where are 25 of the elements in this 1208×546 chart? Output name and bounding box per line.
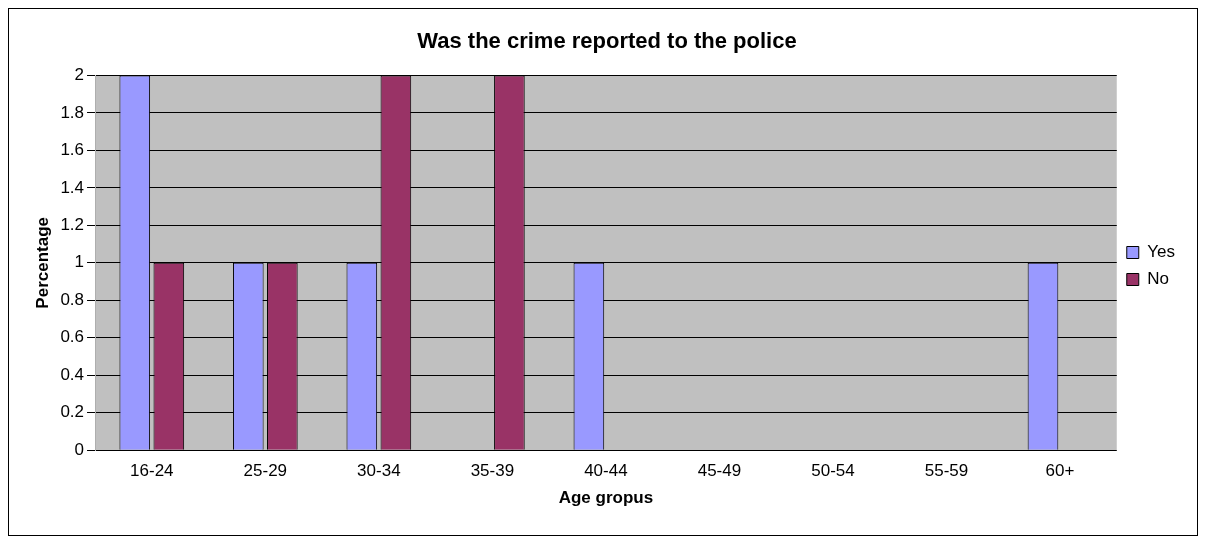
chart-title: Was the crime reported to the police	[417, 28, 797, 54]
y-tick-label: 0	[74, 439, 85, 459]
y-tick-label: 1	[74, 252, 85, 272]
x-tick-label: 40-44	[584, 461, 628, 481]
y-tick-label: 1.8	[60, 102, 85, 122]
x-tick-label: 50-54	[811, 461, 855, 481]
y-tick-label: 2	[74, 65, 85, 85]
legend-label: Yes	[1147, 242, 1175, 262]
x-tick-label: 25-29	[243, 461, 288, 481]
x-tick-label: 60+	[1045, 461, 1075, 481]
y-tick-label: 0.2	[60, 402, 85, 422]
y-tick-label: 0.6	[60, 327, 85, 347]
y-axis-title: Percentage	[32, 216, 52, 309]
y-tick-label: 0.8	[60, 289, 85, 309]
x-tick-label: 16-24	[130, 461, 174, 481]
y-tick-label: 1.2	[60, 215, 85, 235]
y-tick-label: 0.4	[60, 364, 85, 384]
x-tick-label: 30-34	[357, 461, 401, 481]
x-axis-title: Age gropus	[558, 488, 654, 508]
y-tick-label: 1.4	[60, 177, 85, 197]
x-tick-label: 55-59	[924, 461, 969, 481]
x-tick-label: 35-39	[470, 461, 515, 481]
legend-label: No	[1147, 269, 1169, 289]
x-tick-label: 45-49	[697, 461, 742, 481]
y-tick-label: 1.6	[60, 140, 85, 160]
